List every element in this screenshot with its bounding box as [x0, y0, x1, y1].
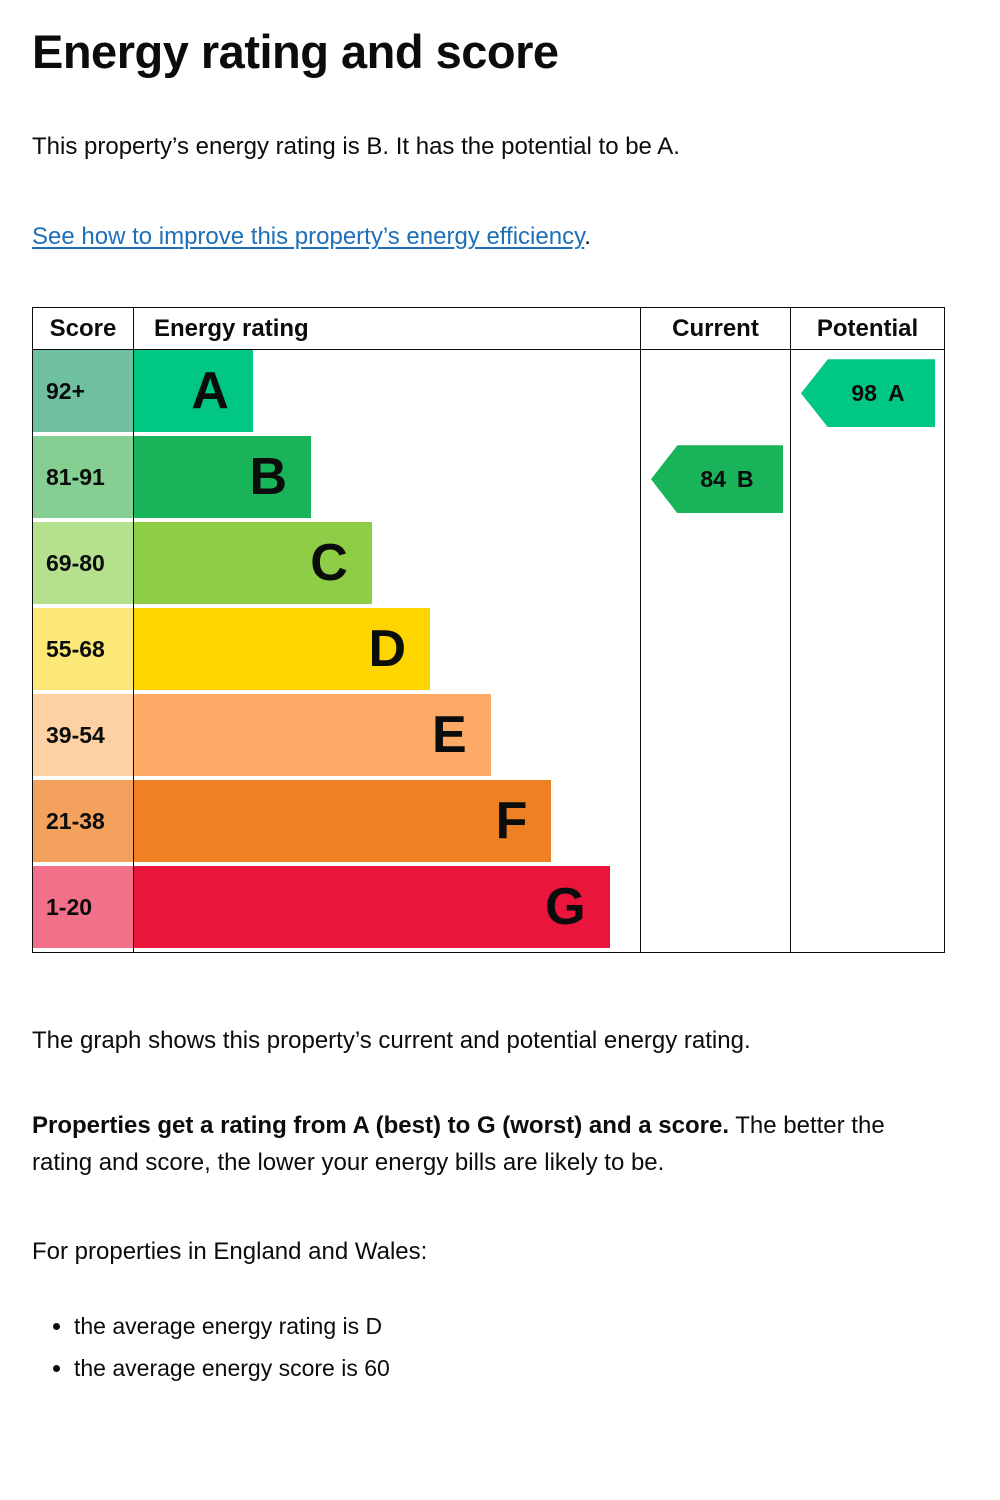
list-item-average-rating: the average energy rating is D — [74, 1310, 945, 1342]
band-bar-cell: B — [134, 436, 641, 523]
current-column-cell — [641, 350, 791, 437]
score-range-cell: 1-20 — [33, 866, 134, 953]
band-bar-cell: D — [134, 608, 641, 695]
potential-column-cell — [791, 694, 944, 780]
epc-chart-body: 92+ A 98 A 81-91 B 84 B 69-80 C 55-68 D 39-54 E 21-38 F… — [33, 350, 944, 953]
potential-column-cell — [791, 608, 944, 694]
current-column-cell — [641, 780, 791, 867]
band-bar: C — [134, 522, 372, 605]
column-header-current: Current — [641, 308, 791, 350]
current-column-cell — [641, 522, 791, 609]
score-range-cell: 39-54 — [33, 694, 134, 781]
band-letter: G — [545, 878, 586, 937]
column-header-potential: Potential — [816, 314, 919, 342]
column-header-score: Score — [33, 308, 134, 350]
band-letter: D — [368, 620, 406, 679]
rating-explainer: Properties get a rating from A (best) to… — [32, 1107, 940, 1181]
potential-column-cell: 98 A — [791, 350, 944, 436]
epc-band-row-a: 92+ A 98 A — [33, 350, 944, 437]
score-range-label: 39-54 — [33, 694, 133, 777]
band-bar: D — [134, 608, 430, 691]
potential-column-cell — [791, 522, 944, 608]
current-column-cell: 84 B — [641, 436, 791, 523]
epc-band-row-e: 39-54 E — [33, 694, 944, 781]
band-bar-cell: F — [134, 780, 641, 867]
arrow-band-letter: A — [887, 379, 905, 406]
current-column-cell — [641, 866, 791, 953]
intro-text: This property’s energy rating is B. It h… — [32, 132, 680, 160]
potential-column-cell — [791, 866, 944, 952]
band-bar-cell: C — [134, 522, 641, 609]
band-letter: A — [191, 362, 229, 421]
score-range-cell: 81-91 — [33, 436, 134, 523]
band-bar: A — [134, 350, 253, 433]
epc-page: Energy rating and score This property’s … — [0, 0, 1000, 1384]
list-item-average-score: the average energy score is 60 — [74, 1352, 945, 1384]
score-range-label: 21-38 — [33, 780, 133, 863]
potential-rating-arrow: 98 A — [801, 359, 935, 428]
graph-caption: The graph shows this property’s current … — [32, 1027, 751, 1055]
rating-explainer-rest: The better the rating and score, the low… — [32, 1112, 885, 1177]
potential-column-cell — [791, 780, 944, 866]
epc-chart: Score Energy rating Current Potential 92… — [32, 307, 945, 954]
score-range-cell: 92+ — [33, 350, 134, 437]
band-letter: F — [495, 792, 528, 851]
current-column-cell — [641, 608, 791, 695]
epc-band-row-d: 55-68 D — [33, 608, 944, 695]
band-bar-cell: E — [134, 694, 641, 781]
score-range-label: 92+ — [33, 350, 133, 433]
epc-chart-header: Score Energy rating Current Potential — [33, 308, 944, 351]
arrow-score: 98 — [851, 379, 877, 406]
band-letter: E — [432, 706, 467, 765]
improve-link-suffix: . — [584, 223, 591, 251]
band-bar: G — [134, 866, 610, 949]
current-column-cell — [641, 694, 791, 781]
score-range-cell: 21-38 — [33, 780, 134, 867]
improve-link-line: See how to improve this property’s energ… — [32, 223, 945, 251]
potential-column-cell — [791, 436, 944, 522]
improve-link[interactable]: See how to improve this property’s energ… — [32, 223, 585, 251]
band-letter: C — [310, 534, 348, 593]
epc-band-row-b: 81-91 B 84 B — [33, 436, 944, 523]
rating-explainer-bold: Properties get a rating from A (best) to… — [32, 1112, 729, 1140]
score-range-label: 55-68 — [33, 608, 133, 691]
score-range-label: 1-20 — [33, 866, 133, 949]
arrow-score: 84 — [700, 465, 726, 492]
column-header-energy-rating: Energy rating — [134, 308, 641, 350]
band-bar: B — [134, 436, 312, 519]
band-letter: B — [249, 448, 288, 507]
band-bar-cell: G — [134, 866, 641, 953]
page-title: Energy rating and score — [32, 25, 559, 78]
score-range-cell: 69-80 — [33, 522, 134, 609]
band-bar-cell: A — [134, 350, 641, 437]
band-bar: E — [134, 694, 491, 777]
score-range-label: 69-80 — [33, 522, 133, 605]
region-heading: For properties in England and Wales: — [32, 1237, 428, 1265]
epc-band-row-g: 1-20 G — [33, 866, 944, 953]
arrow-band-letter: B — [736, 465, 754, 492]
band-bar: F — [134, 780, 552, 863]
epc-band-row-c: 69-80 C — [33, 522, 944, 609]
epc-band-row-f: 21-38 F — [33, 780, 944, 867]
current-rating-arrow: 84 B — [651, 445, 783, 514]
score-range-label: 81-91 — [33, 436, 133, 519]
average-facts-list: the average energy rating is D the avera… — [32, 1310, 945, 1384]
score-range-cell: 55-68 — [33, 608, 134, 695]
